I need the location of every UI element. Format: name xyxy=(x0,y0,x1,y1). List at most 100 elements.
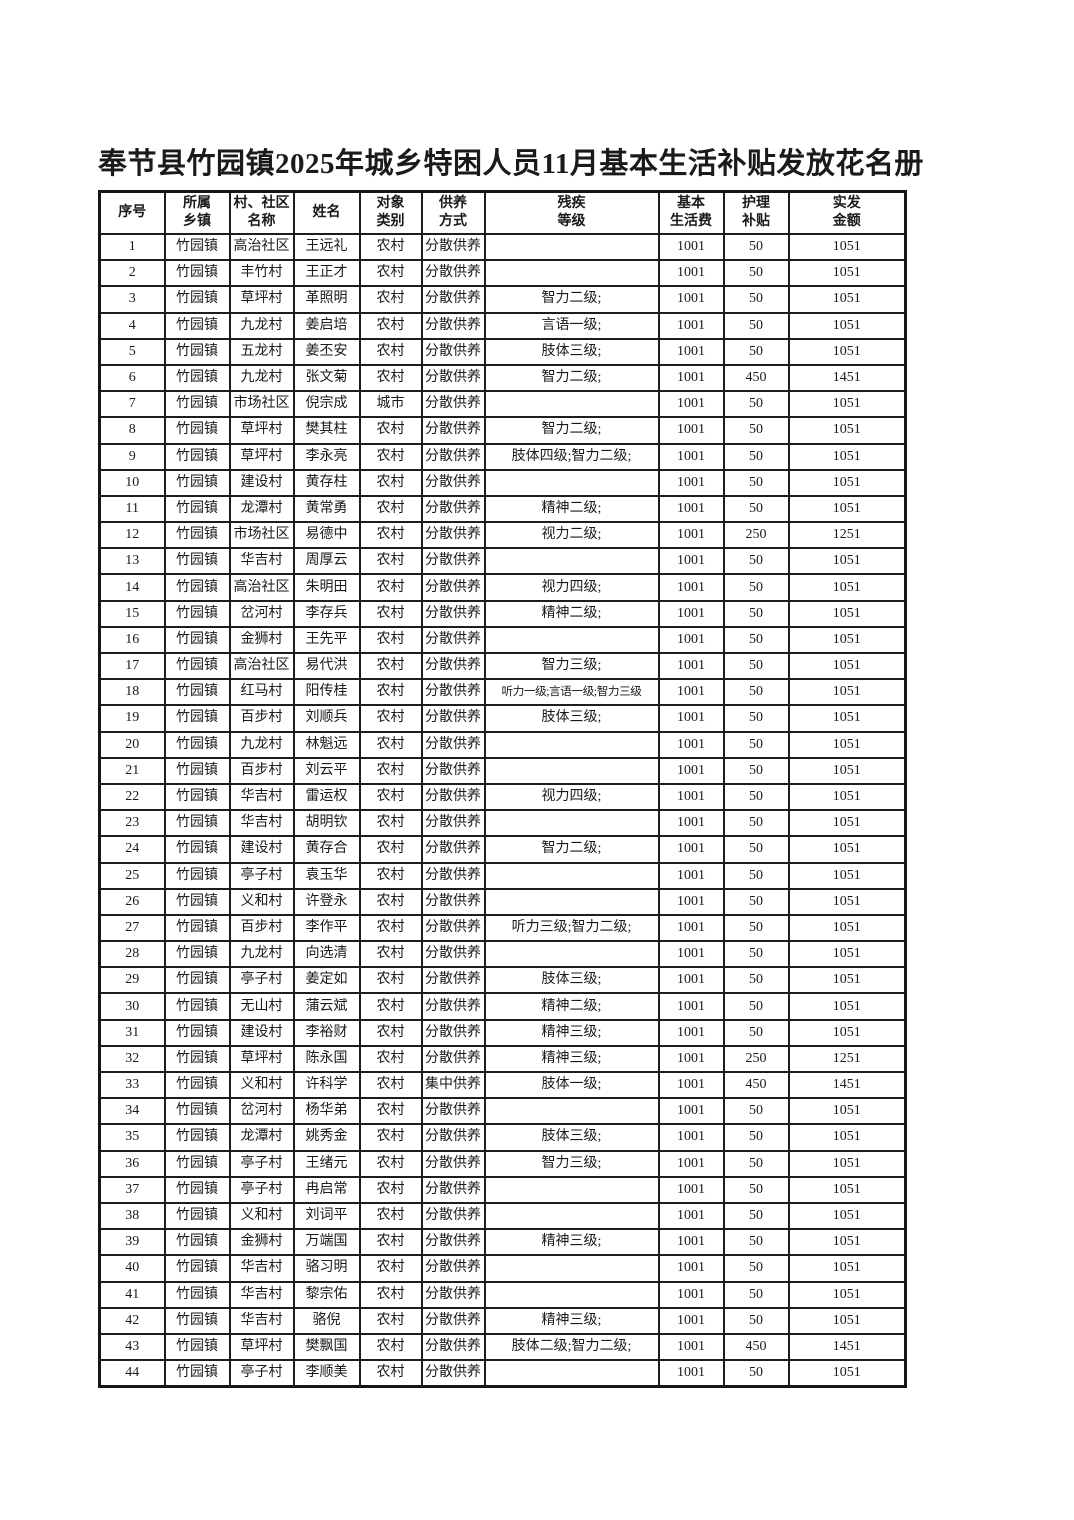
cell-township: 竹园镇 xyxy=(163,1044,231,1074)
cell-care: 50 xyxy=(722,285,790,314)
cell-village: 丰竹村 xyxy=(228,259,295,288)
cell-care: 50 xyxy=(722,940,790,969)
table-row: 16 竹园镇 金狮村 王先平 农村 分散供养 1001 50 1051 xyxy=(98,625,907,655)
cell-care: 50 xyxy=(722,1018,790,1047)
cell-disability: 智力二级; xyxy=(483,835,660,864)
cell-support: 分散供养 xyxy=(420,1201,486,1231)
cell-village: 华吉村 xyxy=(228,1254,295,1283)
cell-category: 农村 xyxy=(358,1175,423,1204)
cell-total: 1051 xyxy=(787,573,907,602)
table-row: 25 竹园镇 亭子村 袁玉华 农村 分散供养 1001 50 1051 xyxy=(98,861,907,890)
cell-index: 24 xyxy=(98,835,166,864)
cell-name: 骆倪 xyxy=(292,1306,361,1335)
cell-index: 32 xyxy=(98,1044,166,1074)
cell-village: 百步村 xyxy=(228,756,295,785)
cell-village: 高治社区 xyxy=(228,651,295,681)
cell-total: 1051 xyxy=(787,809,907,838)
cell-total: 1051 xyxy=(787,1228,907,1257)
cell-disability: 智力二级; xyxy=(483,363,660,393)
cell-village: 高治社区 xyxy=(228,232,295,262)
cell-index: 22 xyxy=(98,782,166,812)
cell-index: 36 xyxy=(98,1149,166,1178)
cell-care: 50 xyxy=(722,337,790,366)
cell-township: 竹园镇 xyxy=(163,1254,231,1283)
header-care: 护理 补贴 xyxy=(722,190,790,235)
cell-name: 姜启培 xyxy=(292,311,361,340)
cell-basic: 1001 xyxy=(657,887,725,916)
cell-support: 分散供养 xyxy=(420,363,486,393)
cell-index: 41 xyxy=(98,1280,166,1309)
cell-support: 分散供养 xyxy=(420,547,486,576)
cell-basic: 1001 xyxy=(657,1097,725,1126)
cell-village: 市场社区 xyxy=(228,390,295,419)
cell-total: 1051 xyxy=(787,442,907,471)
cell-name: 李存兵 xyxy=(292,599,361,628)
cell-care: 50 xyxy=(722,599,790,628)
cell-support: 分散供养 xyxy=(420,809,486,838)
cell-name: 王远礼 xyxy=(292,232,361,262)
cell-support: 分散供养 xyxy=(420,704,486,733)
cell-basic: 1001 xyxy=(657,940,725,969)
cell-village: 高治社区 xyxy=(228,573,295,602)
cell-township: 竹园镇 xyxy=(163,337,231,366)
cell-total: 1051 xyxy=(787,1280,907,1309)
cell-disability xyxy=(483,468,660,497)
cell-village: 九龙村 xyxy=(228,363,295,393)
cell-disability: 精神二级; xyxy=(483,494,660,524)
cell-category: 农村 xyxy=(358,1097,423,1126)
cell-support: 分散供养 xyxy=(420,1149,486,1178)
cell-total: 1051 xyxy=(787,940,907,969)
cell-township: 竹园镇 xyxy=(163,390,231,419)
cell-basic: 1001 xyxy=(657,1280,725,1309)
cell-village: 义和村 xyxy=(228,887,295,916)
cell-name: 王正才 xyxy=(292,259,361,288)
cell-index: 33 xyxy=(98,1070,166,1100)
cell-index: 13 xyxy=(98,547,166,576)
cell-disability: 精神三级; xyxy=(483,1306,660,1335)
cell-village: 义和村 xyxy=(228,1070,295,1100)
cell-index: 1 xyxy=(98,232,166,262)
cell-village: 九龙村 xyxy=(228,311,295,340)
header-disability: 残疾 等级 xyxy=(483,190,660,235)
cell-village: 华吉村 xyxy=(228,1280,295,1309)
cell-care: 50 xyxy=(722,442,790,471)
cell-township: 竹园镇 xyxy=(163,1332,231,1362)
cell-total: 1051 xyxy=(787,1306,907,1335)
cell-index: 15 xyxy=(98,599,166,628)
cell-care: 50 xyxy=(722,1149,790,1178)
cell-support: 分散供养 xyxy=(420,861,486,890)
cell-basic: 1001 xyxy=(657,363,725,393)
cell-category: 农村 xyxy=(358,756,423,785)
table-row: 24 竹园镇 建设村 黄存合 农村 分散供养 智力二级; 1001 50 1051 xyxy=(98,835,907,864)
cell-basic: 1001 xyxy=(657,1359,725,1388)
cell-support: 分散供养 xyxy=(420,1018,486,1047)
cell-disability: 精神三级; xyxy=(483,1228,660,1257)
cell-total: 1051 xyxy=(787,1254,907,1283)
cell-index: 39 xyxy=(98,1228,166,1257)
table-row: 36 竹园镇 亭子村 王绪元 农村 分散供养 智力三级; 1001 50 1051 xyxy=(98,1149,907,1178)
cell-village: 亭子村 xyxy=(228,861,295,890)
cell-basic: 1001 xyxy=(657,1201,725,1231)
cell-index: 37 xyxy=(98,1175,166,1204)
cell-category: 农村 xyxy=(358,835,423,864)
cell-village: 亭子村 xyxy=(228,1175,295,1204)
cell-care: 450 xyxy=(722,363,790,393)
cell-care: 450 xyxy=(722,1332,790,1362)
roster-table: 序号 所属 乡镇 村、社区 名称 姓名 对象 类别 供养 方式 残疾 等级 基本 生活费 护理 … xyxy=(98,190,907,1389)
cell-index: 5 xyxy=(98,337,166,366)
table-row: 31 竹园镇 建设村 李裕财 农村 分散供养 精神三级; 1001 50 1051 xyxy=(98,1018,907,1047)
cell-basic: 1001 xyxy=(657,390,725,419)
cell-basic: 1001 xyxy=(657,1332,725,1362)
cell-basic: 1001 xyxy=(657,1149,725,1178)
cell-name: 姚秀金 xyxy=(292,1123,361,1152)
cell-index: 2 xyxy=(98,259,166,288)
cell-total: 1251 xyxy=(787,521,907,550)
cell-support: 分散供养 xyxy=(420,494,486,524)
header-township: 所属 乡镇 xyxy=(163,190,231,235)
cell-village: 九龙村 xyxy=(228,730,295,759)
cell-care: 50 xyxy=(722,547,790,576)
cell-township: 竹园镇 xyxy=(163,468,231,497)
cell-basic: 1001 xyxy=(657,704,725,733)
cell-total: 1051 xyxy=(787,1359,907,1388)
cell-index: 21 xyxy=(98,756,166,785)
